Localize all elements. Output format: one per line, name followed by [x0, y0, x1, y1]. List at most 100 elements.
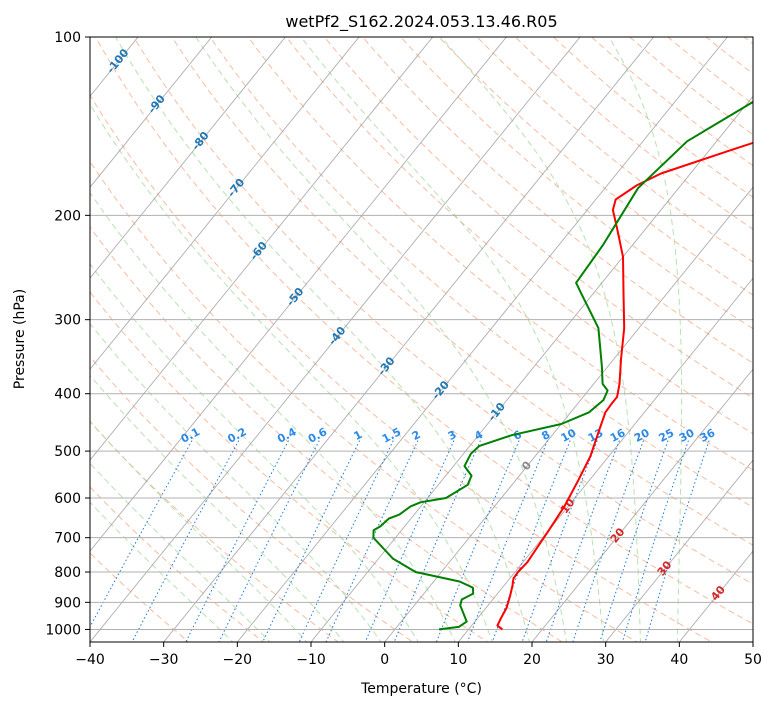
background-lines — [0, 24, 753, 642]
mixing-ratio-label: 36 — [698, 426, 718, 445]
y-tick-label: 700 — [54, 531, 81, 547]
dry-adiabat-line — [90, 226, 564, 642]
isotherm-line — [310, 95, 753, 642]
x-axis-label: Temperature (°C) — [360, 681, 482, 697]
isotherm-line — [90, 37, 286, 279]
isotherm-line — [90, 37, 213, 188]
dry-adiabat-line — [247, 37, 753, 471]
isotherm-line — [90, 37, 360, 370]
mixing-ratio-label: 1 — [352, 428, 365, 443]
x-tick-label: 30 — [597, 652, 615, 668]
dry-adiabat-line — [514, 37, 753, 230]
dry-adiabat-line — [90, 291, 489, 642]
y-tick-label: 800 — [54, 565, 81, 581]
isotherm-label: 30 — [655, 558, 675, 578]
mixing-ratio-line — [466, 440, 548, 642]
moist-adiabat-line — [440, 37, 641, 642]
isotherm-label: -50 — [284, 285, 307, 309]
isotherm-line — [90, 37, 434, 461]
mixing-ratio-line — [218, 440, 320, 642]
dry-adiabat-line — [628, 37, 753, 136]
dry-adiabat-line — [90, 160, 639, 642]
mixing-ratio-label: 20 — [632, 426, 652, 445]
x-tick-label: 10 — [449, 652, 467, 668]
mixing-ratio-label: 10 — [559, 426, 579, 445]
mixing-ratio-line — [262, 440, 361, 642]
mixing-ratio-label: 25 — [657, 426, 677, 445]
x-tick-label: −10 — [296, 652, 326, 668]
x-tick-label: 0 — [380, 652, 389, 668]
dry-adiabat-line — [285, 37, 753, 435]
moist-adiabat-line — [608, 37, 683, 642]
dry-adiabat-line — [743, 37, 753, 45]
mixing-ratio-label: 16 — [608, 426, 628, 445]
y-tick-label: 100 — [54, 30, 81, 46]
y-tick-label: 500 — [54, 444, 81, 460]
moist-adiabat-line — [195, 37, 567, 642]
dry-adiabat-line — [438, 37, 753, 296]
y-tick-label: 600 — [54, 491, 81, 507]
mixing-ratio-label: 8 — [539, 428, 552, 443]
y-tick-label: 300 — [54, 313, 81, 329]
x-tick-label: 50 — [744, 652, 762, 668]
isotherm-line — [384, 186, 753, 642]
dry-adiabat-line — [552, 37, 753, 198]
dry-adiabat-line — [667, 37, 753, 105]
isotherm-line — [605, 459, 753, 642]
y-axis-label: Pressure (hPa) — [12, 289, 28, 389]
mixing-ratio-label: 0.2 — [225, 425, 248, 446]
dry-adiabat-line — [90, 486, 265, 642]
y-tick-label: 200 — [54, 208, 81, 224]
x-tick-label: −30 — [149, 652, 179, 668]
mixing-ratio-label: 1.5 — [380, 425, 403, 446]
y-tick-label: 400 — [54, 387, 81, 403]
isotherm-line — [0, 24, 1, 642]
mixing-ratio-label: 0.6 — [306, 425, 330, 446]
moist-adiabat-line — [90, 374, 345, 642]
dry-adiabat-line — [323, 37, 753, 399]
isotherm-line — [90, 37, 581, 642]
mixing-ratio-line — [90, 440, 193, 628]
x-tick-label: −20 — [223, 652, 253, 668]
isotherm-label: -20 — [429, 378, 452, 402]
y-axis: 100 200 300 400 500 600 700 800 900 1000 — [45, 30, 90, 638]
pressure-gridlines — [90, 36, 753, 630]
mixing-ratio-line — [185, 440, 289, 642]
dry-adiabat-line — [90, 94, 713, 642]
x-tick-label: 20 — [523, 652, 541, 668]
mixing-ratio-line — [393, 440, 481, 642]
dry-adiabat-line — [590, 37, 753, 167]
isotherm-label: -30 — [375, 354, 398, 378]
y-tick-label: 900 — [54, 595, 81, 611]
mixing-ratio-line — [521, 440, 598, 642]
x-tick-label: 40 — [670, 652, 688, 668]
dry-adiabat-line — [209, 37, 753, 508]
mixing-ratio-label: 30 — [677, 426, 697, 445]
isotherm-label: -10 — [485, 400, 508, 424]
mixing-ratio-line — [644, 440, 710, 642]
mixing-ratio-line — [572, 440, 644, 642]
mixing-ratio-line — [599, 440, 669, 642]
moist-adiabat-line — [90, 191, 456, 642]
x-axis: −40 −30 −20 −10 0 10 20 30 40 50 — [75, 642, 762, 668]
dry-adiabat-line — [90, 420, 340, 642]
dry-adiabat-line — [94, 37, 753, 625]
mixing-ratio-line — [298, 440, 394, 642]
mixing-ratio-line — [325, 440, 419, 642]
plot-frame — [89, 36, 754, 643]
profiles — [372, 100, 753, 631]
mixing-ratio-line — [435, 440, 520, 642]
y-tick-label: 1000 — [45, 622, 81, 638]
dry-adiabat-line — [705, 37, 753, 75]
isotherm-line — [163, 37, 655, 642]
x-tick-label: −40 — [75, 652, 105, 668]
mixing-ratio-line — [621, 440, 689, 642]
temperature-profile-line — [496, 141, 753, 631]
dewpoint-profile-line — [372, 100, 753, 631]
dry-adiabat-line — [361, 37, 753, 364]
mixing-ratio-line — [131, 440, 240, 642]
mixing-ratio-label: 3 — [446, 428, 459, 443]
isotherm-line — [90, 37, 507, 552]
moist-adiabat-line — [90, 263, 419, 642]
dry-adiabat-line — [400, 37, 753, 330]
